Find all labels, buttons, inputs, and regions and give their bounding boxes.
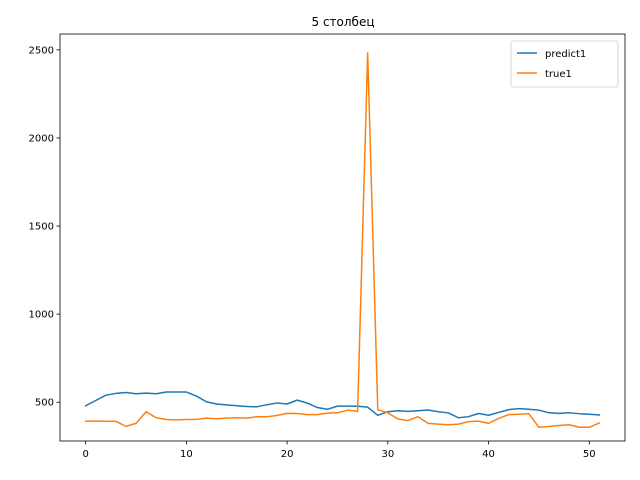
x-tick-label: 0 — [82, 449, 88, 460]
axes-frame — [59, 33, 626, 442]
chart-title: 5 столбец — [312, 15, 375, 29]
x-tick-label: 10 — [180, 449, 193, 460]
series-line-predict1 — [84, 391, 601, 419]
x-tick-label: 30 — [381, 449, 394, 460]
y-tick-label: 1000 — [29, 310, 54, 321]
y-tick-label: 2000 — [29, 133, 54, 144]
y-tick-label: 500 — [35, 398, 54, 409]
legend-box — [510, 40, 619, 88]
x-tick-label: 20 — [281, 449, 294, 460]
legend-label-predict1: predict1 — [545, 49, 586, 60]
plot-area: 0 10 20 30 40 50 500 1000 1500 2000 2500 — [29, 45, 601, 460]
legend: predict1 true1 — [510, 40, 619, 88]
x-tick-label: 40 — [482, 449, 495, 460]
legend-label-true1: true1 — [545, 69, 572, 80]
x-tick-label: 50 — [583, 449, 596, 460]
series-line-true1 — [84, 52, 601, 429]
y-tick-label: 2500 — [29, 45, 54, 56]
y-tick-label: 1500 — [29, 222, 54, 233]
